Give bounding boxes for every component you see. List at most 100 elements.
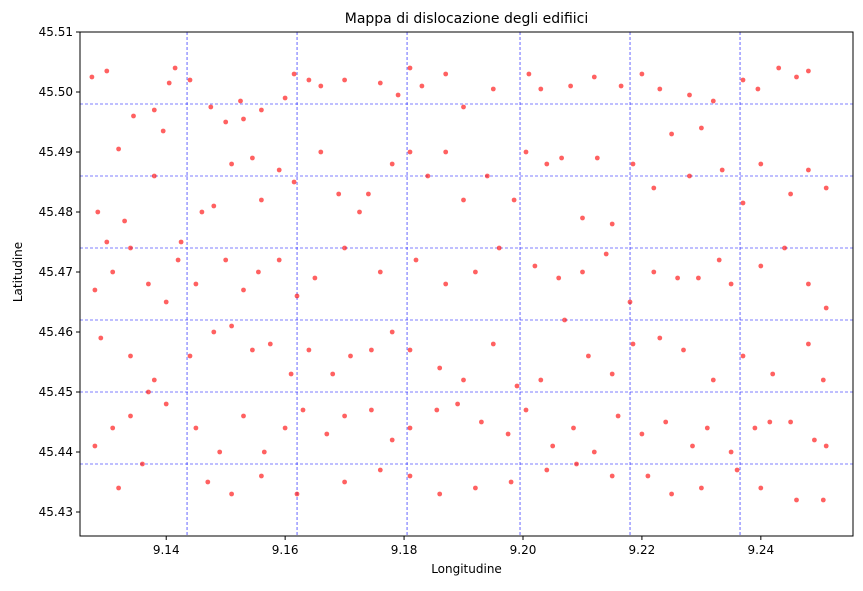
y-tick-label: 45.46 bbox=[39, 325, 73, 339]
data-point bbox=[92, 443, 98, 449]
data-point bbox=[413, 257, 419, 263]
data-point bbox=[794, 497, 799, 503]
data-point bbox=[758, 161, 764, 167]
data-point bbox=[710, 98, 716, 104]
data-point bbox=[523, 407, 529, 413]
data-point bbox=[369, 347, 374, 353]
y-axis-ticks: 45.43 45.44 45.45 45.46 45.47 45.48 45.49 45.50… bbox=[39, 25, 80, 519]
data-point bbox=[128, 245, 133, 251]
data-point bbox=[770, 371, 776, 377]
data-point bbox=[366, 191, 371, 197]
data-point bbox=[89, 74, 95, 80]
data-point bbox=[288, 371, 294, 377]
data-point bbox=[663, 419, 669, 425]
data-point bbox=[609, 371, 615, 377]
x-tick-label: 9.24 bbox=[747, 543, 774, 557]
data-points bbox=[89, 65, 829, 503]
data-point bbox=[205, 479, 211, 485]
data-point bbox=[229, 491, 235, 497]
data-point bbox=[758, 263, 764, 269]
data-point bbox=[211, 329, 217, 335]
data-point bbox=[425, 173, 431, 179]
data-point bbox=[151, 377, 157, 383]
x-axis-ticks: 9.14 9.16 9.18 9.20 9.22 9.24 bbox=[153, 536, 774, 557]
data-point bbox=[294, 491, 300, 497]
data-point bbox=[348, 353, 353, 359]
data-point bbox=[806, 281, 811, 287]
data-point bbox=[437, 491, 443, 497]
data-point bbox=[110, 269, 116, 275]
data-point bbox=[318, 149, 324, 155]
data-point bbox=[250, 155, 255, 161]
data-point bbox=[377, 467, 383, 473]
data-point bbox=[657, 86, 663, 92]
data-point bbox=[407, 425, 413, 431]
data-point bbox=[651, 269, 657, 275]
data-point bbox=[645, 473, 651, 479]
data-point bbox=[312, 275, 318, 281]
y-tick-label: 45.47 bbox=[39, 265, 73, 279]
data-point bbox=[776, 65, 782, 71]
data-point bbox=[716, 257, 722, 263]
data-point bbox=[580, 269, 585, 275]
data-point bbox=[342, 77, 347, 83]
data-point bbox=[687, 173, 692, 179]
data-point bbox=[788, 191, 793, 197]
data-point bbox=[630, 161, 636, 167]
data-point bbox=[259, 197, 264, 203]
data-point bbox=[104, 239, 110, 245]
data-point bbox=[276, 257, 282, 263]
x-axis-label: Longitudine bbox=[431, 562, 502, 576]
data-point bbox=[193, 425, 199, 431]
data-point bbox=[699, 485, 704, 491]
data-point bbox=[603, 251, 609, 257]
data-point bbox=[699, 125, 704, 131]
data-point bbox=[92, 287, 98, 293]
data-point bbox=[669, 491, 674, 497]
data-point bbox=[146, 389, 151, 395]
data-point bbox=[342, 413, 347, 419]
data-point bbox=[788, 419, 793, 425]
data-point bbox=[704, 425, 710, 431]
data-point bbox=[461, 104, 466, 110]
data-point bbox=[389, 329, 395, 335]
data-point bbox=[377, 80, 383, 86]
y-tick-label: 45.45 bbox=[39, 385, 73, 399]
data-point bbox=[511, 197, 517, 203]
data-point bbox=[740, 77, 746, 83]
data-point bbox=[580, 215, 585, 221]
data-point bbox=[369, 407, 374, 413]
data-point bbox=[734, 467, 740, 473]
data-point bbox=[473, 269, 478, 275]
data-point bbox=[767, 419, 773, 425]
data-point bbox=[740, 353, 746, 359]
data-point bbox=[651, 185, 657, 191]
data-point bbox=[538, 86, 544, 92]
data-point bbox=[217, 449, 223, 455]
data-point bbox=[794, 74, 799, 80]
data-point bbox=[669, 131, 674, 137]
data-point bbox=[256, 269, 261, 275]
data-point bbox=[690, 443, 695, 449]
data-point bbox=[282, 95, 288, 101]
data-point bbox=[110, 425, 116, 431]
data-point bbox=[696, 275, 701, 281]
data-point bbox=[615, 413, 621, 419]
data-point bbox=[639, 71, 645, 77]
data-point bbox=[160, 128, 166, 134]
y-tick-label: 45.43 bbox=[39, 505, 73, 519]
data-point bbox=[208, 104, 214, 110]
data-point bbox=[443, 281, 449, 287]
data-point bbox=[594, 155, 600, 161]
data-point bbox=[443, 71, 449, 77]
data-point bbox=[407, 473, 413, 479]
data-point bbox=[175, 257, 181, 263]
data-point bbox=[419, 83, 425, 89]
data-point bbox=[259, 107, 264, 113]
data-point bbox=[241, 116, 246, 122]
data-point bbox=[710, 377, 716, 383]
data-point bbox=[823, 185, 829, 191]
data-point bbox=[556, 275, 562, 281]
data-point bbox=[728, 281, 734, 287]
data-point bbox=[146, 281, 151, 287]
